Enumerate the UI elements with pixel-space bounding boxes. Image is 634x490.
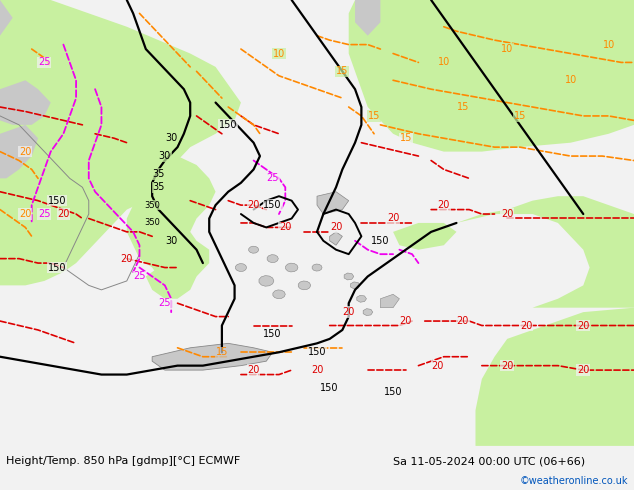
Text: 20: 20: [387, 214, 399, 223]
Text: 20: 20: [437, 200, 450, 210]
Text: 20: 20: [577, 365, 590, 375]
Polygon shape: [152, 343, 273, 370]
Text: 150: 150: [307, 347, 327, 357]
Text: 20: 20: [19, 147, 32, 157]
Polygon shape: [312, 264, 322, 271]
Text: 25: 25: [38, 57, 51, 68]
Text: 150: 150: [263, 200, 282, 210]
Polygon shape: [476, 308, 634, 446]
Polygon shape: [330, 232, 342, 245]
Text: 150: 150: [384, 388, 403, 397]
Polygon shape: [259, 275, 274, 286]
Text: 150: 150: [371, 236, 390, 246]
Polygon shape: [267, 255, 278, 263]
Text: 15: 15: [514, 111, 526, 121]
Polygon shape: [349, 0, 634, 151]
Text: 20: 20: [247, 200, 260, 210]
Text: 15: 15: [336, 66, 349, 76]
Text: 20: 20: [279, 222, 292, 232]
Text: 10: 10: [437, 57, 450, 68]
Text: 30: 30: [158, 151, 171, 161]
Polygon shape: [357, 295, 366, 302]
Text: 20: 20: [577, 320, 590, 331]
Text: 150: 150: [48, 263, 67, 272]
Text: 25: 25: [38, 209, 51, 219]
Polygon shape: [146, 268, 197, 299]
Text: 20: 20: [399, 316, 412, 326]
Text: 25: 25: [133, 271, 146, 281]
Polygon shape: [0, 80, 51, 125]
Text: 20: 20: [520, 320, 533, 331]
Text: 350: 350: [144, 219, 160, 227]
Polygon shape: [317, 192, 349, 214]
Text: 150: 150: [263, 329, 282, 340]
Polygon shape: [393, 223, 456, 250]
Polygon shape: [235, 264, 247, 271]
Text: 20: 20: [19, 209, 32, 219]
Polygon shape: [273, 290, 285, 299]
Polygon shape: [127, 156, 216, 285]
Text: 150: 150: [48, 196, 67, 206]
Text: 20: 20: [501, 361, 514, 370]
Text: Height/Temp. 850 hPa [gdmp][°C] ECMWF: Height/Temp. 850 hPa [gdmp][°C] ECMWF: [6, 456, 240, 466]
Text: 20: 20: [311, 365, 323, 375]
Polygon shape: [355, 0, 380, 36]
Polygon shape: [0, 0, 241, 285]
Text: 10: 10: [501, 44, 514, 54]
Text: 20: 20: [501, 209, 514, 219]
Text: 10: 10: [602, 40, 615, 49]
Text: 30: 30: [165, 236, 178, 246]
Text: 35: 35: [152, 169, 165, 179]
Polygon shape: [249, 246, 259, 253]
Polygon shape: [363, 309, 373, 316]
Text: Sa 11-05-2024 00:00 UTC (06+66): Sa 11-05-2024 00:00 UTC (06+66): [393, 456, 585, 466]
Text: 10: 10: [564, 75, 577, 85]
Text: 15: 15: [456, 102, 469, 112]
Text: 20: 20: [456, 316, 469, 326]
Text: 20: 20: [330, 222, 342, 232]
Polygon shape: [380, 294, 399, 308]
Text: 15: 15: [368, 111, 380, 121]
Polygon shape: [456, 196, 634, 308]
Polygon shape: [351, 282, 360, 289]
Polygon shape: [0, 125, 38, 178]
Text: 150: 150: [320, 383, 339, 393]
Text: 20: 20: [431, 361, 444, 370]
Text: ©weatheronline.co.uk: ©weatheronline.co.uk: [519, 476, 628, 486]
Text: 20: 20: [120, 254, 133, 264]
Text: 30: 30: [165, 133, 178, 143]
Polygon shape: [0, 0, 13, 36]
Text: 25: 25: [158, 298, 171, 308]
Text: 15: 15: [399, 133, 412, 143]
Text: 35: 35: [152, 182, 165, 192]
Polygon shape: [285, 263, 298, 272]
Text: 20: 20: [247, 365, 260, 375]
Text: 20: 20: [57, 209, 70, 219]
Polygon shape: [298, 281, 311, 290]
Text: 150: 150: [219, 120, 238, 130]
Text: 10: 10: [273, 49, 285, 58]
Polygon shape: [344, 273, 354, 280]
Text: 20: 20: [342, 307, 355, 317]
Text: 25: 25: [266, 173, 279, 183]
Text: 15: 15: [216, 347, 228, 357]
Text: 350: 350: [144, 200, 160, 210]
